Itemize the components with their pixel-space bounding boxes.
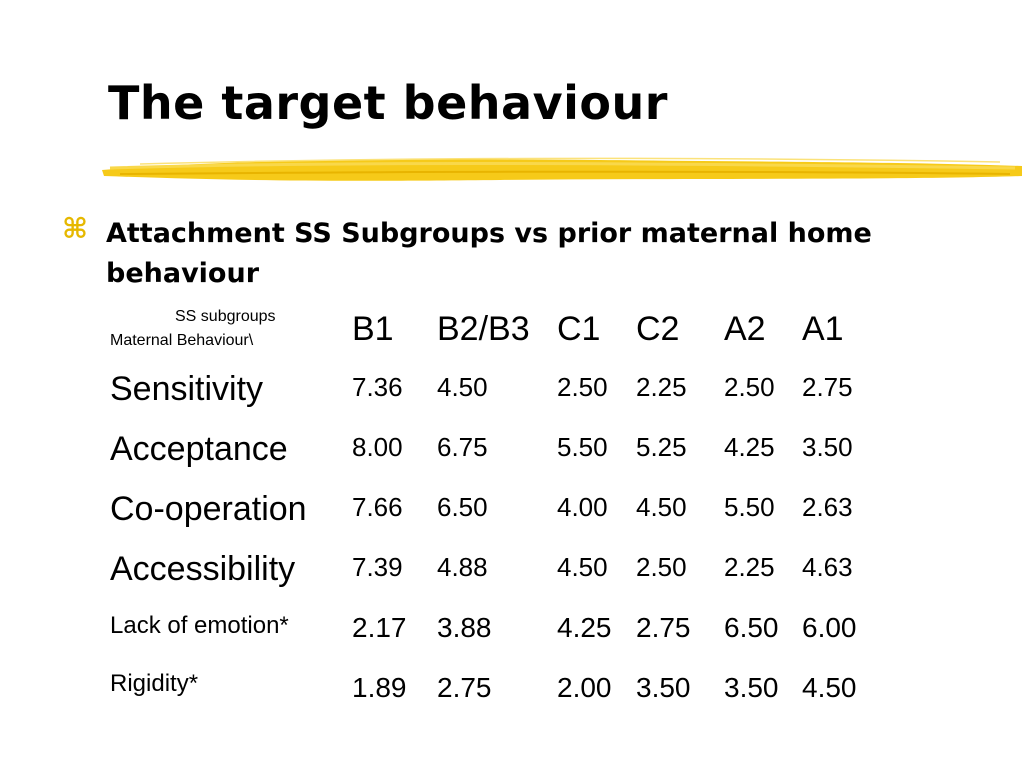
- title-underline-brushstroke: [102, 157, 1022, 181]
- table-cell: 4.50: [557, 552, 608, 582]
- table-cell: 1.89: [352, 672, 407, 703]
- row-label: Co-operation: [110, 490, 307, 528]
- table-cell: 6.50: [437, 492, 488, 522]
- row-label: Accessibility: [110, 550, 296, 588]
- table-cell: 7.39: [352, 552, 403, 582]
- table-cell: 2.50: [557, 372, 608, 402]
- table-cell: 5.25: [636, 432, 687, 462]
- table-cell: 8.00: [352, 432, 403, 462]
- command-key-icon: ⌘: [62, 212, 88, 245]
- column-header: B1: [352, 310, 394, 348]
- row-label: Lack of emotion*: [110, 612, 289, 639]
- row-label: Rigidity*: [110, 670, 199, 697]
- table-cell: 2.50: [636, 552, 687, 582]
- column-header: A1: [802, 310, 844, 348]
- table-cell: 6.00: [802, 612, 857, 643]
- column-header: A2: [724, 310, 766, 348]
- table-cell: 2.25: [636, 372, 687, 402]
- row-label: Sensitivity: [110, 370, 264, 408]
- column-header: C2: [636, 310, 680, 348]
- table-cell: 4.25: [557, 612, 612, 643]
- table-cell: 2.25: [724, 552, 775, 582]
- table-cell: 7.66: [352, 492, 403, 522]
- table-cell: 2.00: [557, 672, 612, 703]
- table-cell: 4.25: [724, 432, 775, 462]
- table-cell: 2.75: [636, 612, 691, 643]
- column-header: B2/B3: [437, 310, 530, 348]
- table-cell: 2.75: [802, 372, 853, 402]
- corner-header-bottom: Maternal Behaviour\: [110, 332, 254, 349]
- table-cell: 5.50: [724, 492, 775, 522]
- table-cell: 3.50: [724, 672, 779, 703]
- row-label: Acceptance: [110, 430, 288, 468]
- table-cell: 4.00: [557, 492, 608, 522]
- column-header: C1: [557, 310, 601, 348]
- table-cell: 3.50: [636, 672, 691, 703]
- corner-header-top: SS subgroups: [175, 308, 276, 325]
- table-cell: 7.36: [352, 372, 403, 402]
- table-cell: 4.50: [802, 672, 857, 703]
- table-cell: 5.50: [557, 432, 608, 462]
- table-cell: 2.63: [802, 492, 853, 522]
- table-cell: 6.75: [437, 432, 488, 462]
- table-cell: 4.50: [636, 492, 687, 522]
- slide-title: The target behaviour: [108, 76, 668, 130]
- table-cell: 3.88: [437, 612, 492, 643]
- bullet-text: Attachment SS Subgroups vs prior materna…: [106, 218, 872, 289]
- table-cell: 4.50: [437, 372, 488, 402]
- table-cell: 6.50: [724, 612, 779, 643]
- table-cell: 2.75: [437, 672, 492, 703]
- table-cell: 4.88: [437, 552, 488, 582]
- table-cell: 3.50: [802, 432, 853, 462]
- table-cell: 2.17: [352, 612, 407, 643]
- table-cell: 4.63: [802, 552, 853, 582]
- table-cell: 2.50: [724, 372, 775, 402]
